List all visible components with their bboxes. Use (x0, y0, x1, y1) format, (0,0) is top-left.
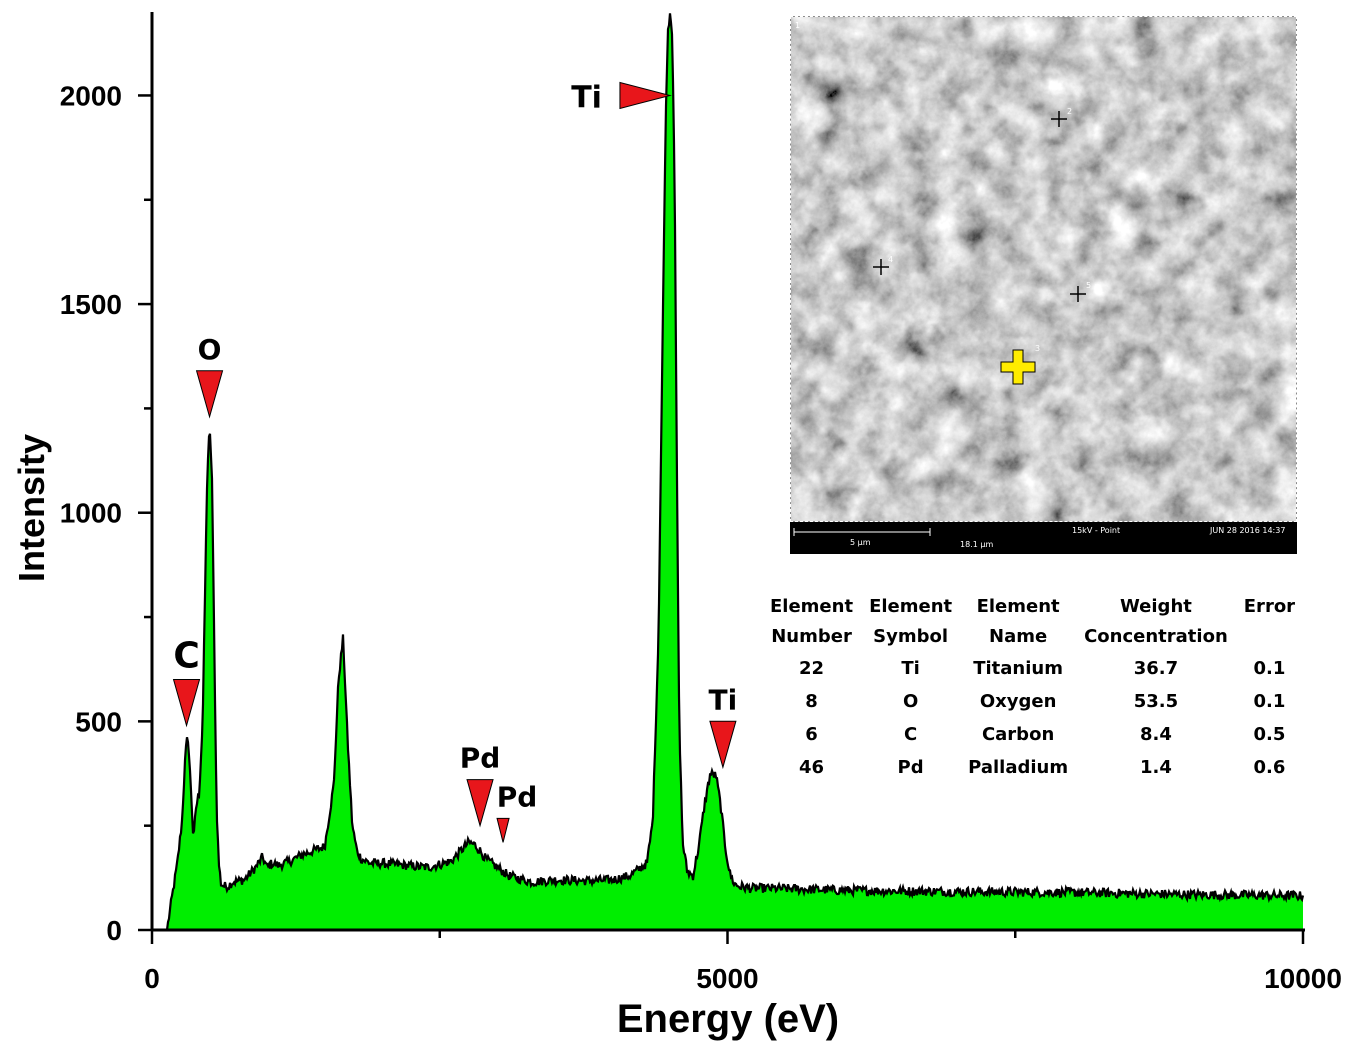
y-axis-title: Intensity (11, 434, 52, 582)
peak-marker-triangle (497, 818, 509, 842)
peak-label: O (198, 333, 222, 366)
peak-marker-triangle (620, 82, 670, 108)
table-row: 6 C Carbon 8.4 0.5 (762, 718, 1303, 751)
header-element-number: Element Number (762, 592, 861, 652)
table-cell: 8.4 (1076, 718, 1236, 751)
table-cell: 0.1 (1236, 685, 1303, 718)
peak-label: C (173, 636, 199, 677)
point-label-3: 3 (1035, 344, 1040, 353)
peak-markers: C O Pd Pd Ti Ti (173, 80, 737, 842)
peak-label: Ti (571, 80, 602, 115)
y-tick-label: 1000 (60, 498, 122, 529)
table-row: 22 Ti Titanium 36.7 0.1 (762, 652, 1303, 685)
sem-info-bar: 5 µm 18.1 µm 15kV - Point JUN 28 2016 14… (790, 522, 1297, 554)
table-cell: C (861, 718, 960, 751)
header-error: Error (1236, 592, 1303, 652)
peak-marker-triangle (197, 371, 223, 417)
scale-bar-label: 5 µm (850, 538, 871, 547)
point-label-4: 4 (888, 255, 893, 264)
x-tick-label: 0 (144, 963, 160, 994)
y-tick-label: 1500 (60, 289, 122, 320)
table-cell: Ti (861, 652, 960, 685)
table-cell: 1.4 (1076, 751, 1236, 784)
acquisition-mode-label: 15kV - Point (1072, 526, 1120, 535)
sem-image-inset: 1 2 4 5 3 5 µm 18.1 µm 15kV - Point JUN … (790, 16, 1297, 554)
table-cell: 22 (762, 652, 861, 685)
peak-marker-triangle (467, 780, 493, 826)
table-cell: 36.7 (1076, 652, 1236, 685)
sem-micrograph: 1 2 4 5 3 (790, 16, 1297, 522)
y-tick-label: 0 (106, 915, 122, 946)
x-tick-label: 5000 (696, 963, 758, 994)
table-cell: 6 (762, 718, 861, 751)
table-cell: Oxygen (960, 685, 1076, 718)
y-tick-label: 500 (75, 706, 122, 737)
table-cell: 0.6 (1236, 751, 1303, 784)
point-label-2: 2 (1067, 107, 1072, 116)
x-tick-label: 10000 (1264, 963, 1342, 994)
table-cell: 46 (762, 751, 861, 784)
header-element-symbol: Element Symbol (861, 592, 960, 652)
peak-label: Pd (497, 780, 538, 813)
table-header-row: Element Number Element Symbol Element Name … (762, 592, 1303, 652)
acquisition-date-label: JUN 28 2016 14:37 (1210, 526, 1285, 535)
table-cell: Carbon (960, 718, 1076, 751)
peak-marker-triangle (174, 680, 200, 726)
corner-label: 1 (795, 21, 800, 30)
table-cell: 8 (762, 685, 861, 718)
header-weight-concentration: Weight Concentration (1076, 592, 1236, 652)
peak-label: Ti (709, 683, 738, 716)
table-cell: Palladium (960, 751, 1076, 784)
field-width-label: 18.1 µm (960, 540, 993, 549)
y-tick-label: 2000 (60, 80, 122, 111)
header-element-name: Element Name (960, 592, 1076, 652)
table-cell: O (861, 685, 960, 718)
table-cell: 0.5 (1236, 718, 1303, 751)
sem-texture: 1 2 4 5 3 (791, 17, 1296, 521)
x-axis-title: Energy (eV) (617, 997, 839, 1041)
table-cell: Titanium (960, 652, 1076, 685)
table-cell: 0.1 (1236, 652, 1303, 685)
peak-label: Pd (460, 742, 501, 775)
table-row: 8 O Oxygen 53.5 0.1 (762, 685, 1303, 718)
table-row: 46 Pd Palladium 1.4 0.6 (762, 751, 1303, 784)
table-cell: Pd (861, 751, 960, 784)
table-cell: 53.5 (1076, 685, 1236, 718)
peak-marker-triangle (710, 721, 736, 767)
point-label-5: 5 (1086, 281, 1091, 290)
element-composition-table: Element Number Element Symbol Element Name … (762, 592, 1303, 784)
